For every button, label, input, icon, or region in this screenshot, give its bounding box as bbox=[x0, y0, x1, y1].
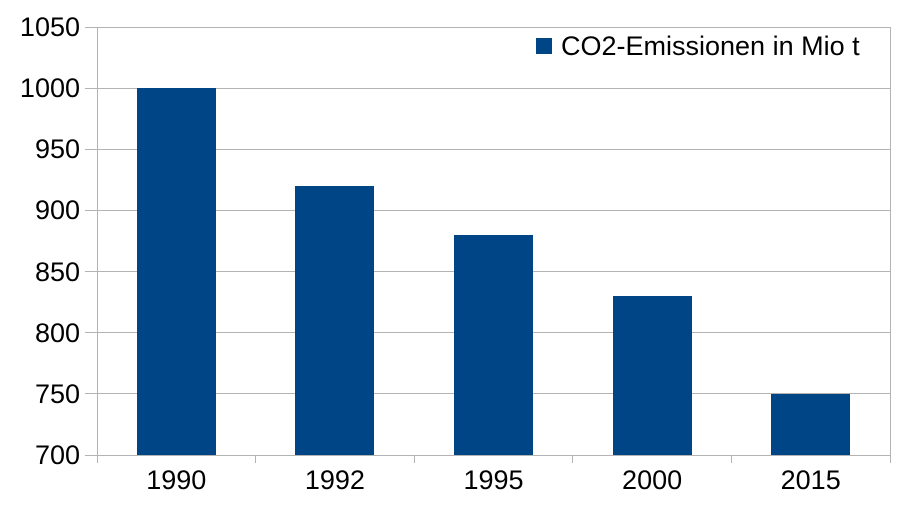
chart-legend: CO2-Emissionen in Mio t bbox=[536, 32, 860, 60]
x-axis-tick bbox=[255, 455, 257, 463]
x-axis-tick-label: 2015 bbox=[780, 465, 841, 495]
bar bbox=[454, 234, 533, 455]
plot-right-border bbox=[889, 27, 891, 463]
y-gridline bbox=[85, 26, 890, 28]
y-axis-tick-label: 1050 bbox=[19, 12, 80, 42]
x-axis-tick bbox=[413, 455, 415, 463]
y-gridline bbox=[85, 87, 890, 89]
x-axis-tick-label: 1990 bbox=[146, 465, 207, 495]
x-axis-tick bbox=[730, 455, 732, 463]
x-axis-tick bbox=[572, 455, 574, 463]
y-gridline bbox=[85, 454, 890, 456]
y-axis-tick-label: 750 bbox=[34, 378, 80, 409]
legend-series-label: CO2-Emissionen in Mio t bbox=[561, 31, 860, 61]
y-axis-tick-label: 1000 bbox=[19, 73, 80, 104]
bar bbox=[771, 393, 851, 455]
y-gridline bbox=[85, 209, 890, 211]
y-axis-line bbox=[96, 27, 98, 463]
y-axis-tick-label: 850 bbox=[34, 256, 80, 287]
legend-color-swatch bbox=[536, 38, 552, 54]
y-axis-tick-label: 700 bbox=[34, 440, 80, 470]
x-axis-tick-label: 1992 bbox=[304, 465, 365, 495]
y-axis-tick-label: 800 bbox=[34, 317, 80, 348]
x-axis-tick-label: 1995 bbox=[463, 465, 524, 495]
y-gridline bbox=[85, 148, 890, 150]
bar bbox=[136, 88, 216, 455]
bar bbox=[295, 185, 375, 455]
bar bbox=[612, 296, 692, 455]
y-axis-tick-label: 950 bbox=[34, 134, 80, 165]
x-axis-tick-label: 2000 bbox=[622, 465, 683, 495]
y-axis-tick-label: 900 bbox=[34, 195, 80, 226]
